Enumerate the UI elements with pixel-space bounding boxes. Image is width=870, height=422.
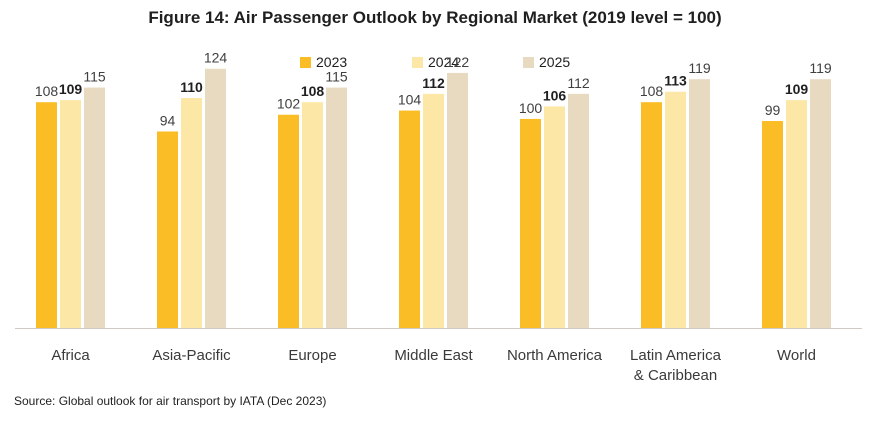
legend-label-2025: 2025 <box>539 54 570 70</box>
legend-swatch-2025 <box>523 57 534 68</box>
value-labels-group: 108 1091159411012410210811510411212210010… <box>35 50 832 129</box>
value-label-2024: 112 <box>422 75 445 91</box>
value-label-2025: 122 <box>446 54 470 70</box>
bar-2024 <box>544 106 565 329</box>
category-labels-group: Africa Asia-Pacific Europe Middle East North… <box>51 347 816 384</box>
legend-label-2023: 2023 <box>316 54 347 70</box>
category-label: Latin America & Caribbean <box>630 347 722 384</box>
bar-2024 <box>302 102 323 329</box>
bar-2024 <box>181 98 202 328</box>
value-label-2025: 115 <box>83 69 106 85</box>
category-label: Asia-Pacific <box>152 347 231 364</box>
bar-2025 <box>326 87 347 328</box>
bar-2025 <box>447 72 468 329</box>
category-label: Europe <box>288 347 336 364</box>
value-label-2024: 113 <box>664 73 687 89</box>
legend: 2023 2024 2025 <box>300 54 570 70</box>
value-label-2024: 109 <box>785 81 809 97</box>
bars-group <box>36 68 831 329</box>
legend-swatch-2024 <box>412 57 423 68</box>
bar-2025 <box>689 79 710 328</box>
value-label-2023: 99 <box>765 102 781 118</box>
category-label: World <box>777 347 816 364</box>
value-label-2023: 108 <box>640 83 664 99</box>
value-label-2023: 104 <box>398 92 422 108</box>
bar-2025 <box>568 93 589 328</box>
legend-swatch-2023 <box>300 57 311 68</box>
bar-2024 <box>786 100 807 328</box>
value-label-2024: 109 <box>59 81 83 97</box>
bar-2023 <box>157 131 178 328</box>
bar-2023 <box>36 102 57 329</box>
value-label-2025: 119 <box>688 60 711 76</box>
source-note: Source: Global outlook for air transport… <box>14 394 327 408</box>
legend-label-2024: 2024 <box>428 54 459 70</box>
value-label-2024: 106 <box>543 87 567 103</box>
category-label: Middle East <box>394 347 473 364</box>
bar-2023 <box>520 118 541 328</box>
value-label-2023: 108 <box>35 83 59 99</box>
value-label-2025: 124 <box>204 50 228 66</box>
bar-2023 <box>278 114 299 328</box>
value-label-2024: 108 <box>301 83 325 99</box>
value-label-2023: 94 <box>160 112 176 128</box>
bar-2024 <box>423 93 444 328</box>
bar-2023 <box>399 110 420 328</box>
bar-2023 <box>641 102 662 329</box>
bar-2024 <box>665 91 686 328</box>
bar-2025 <box>205 68 226 328</box>
value-label-2023: 100 <box>519 100 543 116</box>
chart-title: Figure 14: Air Passenger Outlook by Regi… <box>148 8 722 27</box>
bar-2025 <box>84 87 105 328</box>
value-label-2025: 112 <box>567 75 590 91</box>
bar-2023 <box>762 121 783 328</box>
value-label-2023: 102 <box>277 96 301 112</box>
value-label-2025: 115 <box>325 69 348 85</box>
value-label-2025: 119 <box>809 60 832 76</box>
value-label-2024: 110 <box>180 79 203 95</box>
bar-2025 <box>810 79 831 328</box>
category-label: North America <box>507 347 603 364</box>
category-label: Africa <box>51 347 90 364</box>
bar-2024 <box>60 100 81 328</box>
